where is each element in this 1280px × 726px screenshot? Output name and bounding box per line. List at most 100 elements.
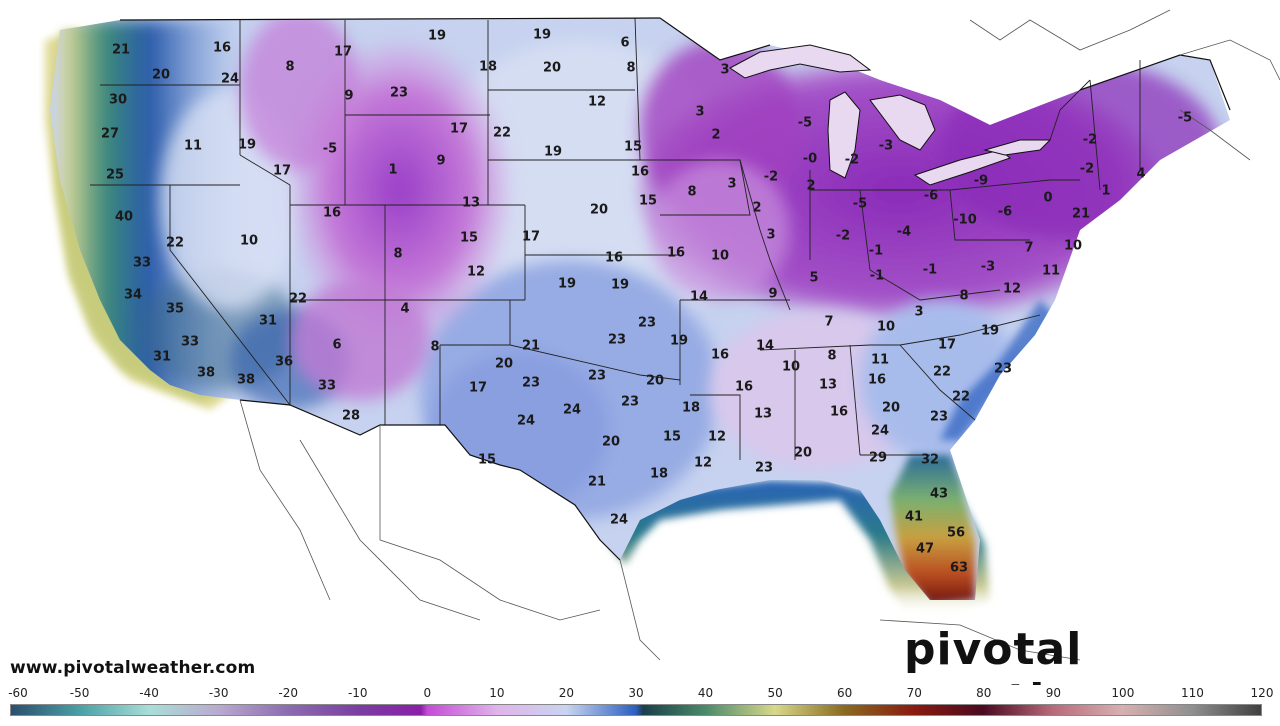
color-scale-tick: -60 — [8, 686, 28, 700]
temperature-value: 8 — [687, 185, 696, 200]
temperature-value: 19 — [981, 324, 999, 339]
temperature-value: 8 — [959, 289, 968, 304]
temperature-value: 35 — [166, 302, 184, 317]
temperature-value: 47 — [916, 542, 934, 557]
temperature-value: 16 — [213, 41, 231, 56]
temperature-value: 17 — [450, 122, 468, 137]
temperature-value: 23 — [522, 376, 540, 391]
temperature-value: 19 — [670, 334, 688, 349]
temperature-value: 10 — [877, 320, 895, 335]
temperature-value: 14 — [756, 339, 774, 354]
temperature-value: 22 — [952, 390, 970, 405]
color-scale-tick: 100 — [1111, 686, 1135, 700]
temperature-value: 22 — [493, 126, 511, 141]
temperature-value: 6 — [332, 338, 341, 353]
temperature-value: -5 — [853, 197, 867, 212]
temperature-value: 8 — [626, 61, 635, 76]
temperature-value: 14 — [690, 290, 708, 305]
temperature-value: 29 — [869, 451, 887, 466]
temperature-value: 2 — [711, 128, 720, 143]
temperature-value: 1 — [1101, 184, 1110, 199]
temperature-value: 38 — [197, 366, 215, 381]
temperature-value: 22 — [933, 365, 951, 380]
temperature-value: 24 — [871, 424, 889, 439]
temperature-value: -2 — [836, 229, 850, 244]
temperature-value: 23 — [994, 362, 1012, 377]
color-scale-tick: 50 — [767, 686, 783, 700]
color-scale-tick: 30 — [628, 686, 644, 700]
temperature-value: 20 — [794, 446, 812, 461]
temperature-value: 31 — [153, 350, 171, 365]
temperature-value: 25 — [106, 168, 124, 183]
temperature-value: 21 — [588, 475, 606, 490]
color-scale-tick: 90 — [1045, 686, 1061, 700]
great-lakes — [729, 44, 1052, 186]
country-borders — [119, 17, 1231, 561]
color-scale-tick: -20 — [278, 686, 299, 700]
temperature-value: 22 — [166, 236, 184, 251]
temperature-value: 3 — [766, 228, 775, 243]
temperature-value: -6 — [998, 205, 1012, 220]
temperature-value: 19 — [558, 277, 576, 292]
site-url[interactable]: www.pivotalweather.com — [10, 658, 256, 678]
color-scale-tick: 110 — [1180, 686, 1204, 700]
temperature-value: 13 — [754, 407, 772, 422]
temperature-value: 19 — [611, 278, 629, 293]
temperature-value: 16 — [605, 251, 623, 266]
temperature-value: 10 — [1064, 239, 1082, 254]
temperature-value: 12 — [694, 456, 712, 471]
temperature-value: 9 — [768, 287, 777, 302]
temperature-value: 28 — [342, 409, 360, 424]
temperature-value: 33 — [181, 335, 199, 350]
color-scale-tick: 20 — [558, 686, 575, 700]
temperature-value: 12 — [588, 95, 606, 110]
temperature-value: 21 — [112, 43, 130, 58]
temperature-value: 2 — [752, 201, 761, 216]
temperature-value: 15 — [478, 453, 496, 468]
temperature-value: 20 — [152, 68, 170, 83]
temperature-value: -2 — [764, 170, 778, 185]
temperature-value: 11 — [184, 139, 202, 154]
temperature-value: -2 — [1083, 133, 1097, 148]
temperature-value: 13 — [462, 196, 480, 211]
temperature-value: 1 — [388, 163, 397, 178]
temperature-value: 16 — [735, 380, 753, 395]
temperature-value: 15 — [460, 231, 478, 246]
temperature-value: 21 — [522, 339, 540, 354]
temperature-value: -2 — [1080, 162, 1094, 177]
temperature-value: -2 — [845, 153, 859, 168]
temperature-value: 40 — [115, 210, 133, 225]
temperature-value: 16 — [323, 206, 341, 221]
temperature-value: 23 — [588, 369, 606, 384]
temperature-value: 2 — [806, 179, 815, 194]
temperature-value: 15 — [639, 194, 657, 209]
temperature-value: 23 — [930, 410, 948, 425]
temperature-value: 4 — [400, 302, 409, 317]
temperature-value: 17 — [522, 230, 540, 245]
color-scale-tick: -40 — [139, 686, 159, 700]
temperature-value: 32 — [921, 453, 939, 468]
temperature-value: 19 — [428, 29, 446, 44]
temperature-value: 31 — [259, 314, 277, 329]
temperature-value: 34 — [124, 288, 142, 303]
temperature-value: 24 — [563, 403, 581, 418]
temperature-value: 24 — [221, 72, 239, 87]
temperature-value: 17 — [938, 338, 956, 353]
color-scale-tick: 70 — [906, 686, 922, 700]
state-borders — [90, 17, 1141, 460]
temperature-value: 18 — [479, 60, 497, 75]
temperature-value: 33 — [133, 256, 151, 271]
temperature-value: 16 — [868, 373, 886, 388]
temperature-value: 11 — [1042, 264, 1060, 279]
temperature-value: 4 — [1136, 167, 1145, 182]
temperature-value: 19 — [544, 145, 562, 160]
temperature-value: 8 — [393, 247, 402, 262]
temperature-value: 20 — [882, 401, 900, 416]
temperature-value: 20 — [495, 357, 513, 372]
temperature-value: 5 — [809, 271, 818, 286]
temperature-value: 17 — [334, 45, 352, 60]
temperature-value: 18 — [682, 401, 700, 416]
temperature-value: -9 — [974, 174, 988, 189]
neighbor-outlines — [239, 9, 1280, 661]
